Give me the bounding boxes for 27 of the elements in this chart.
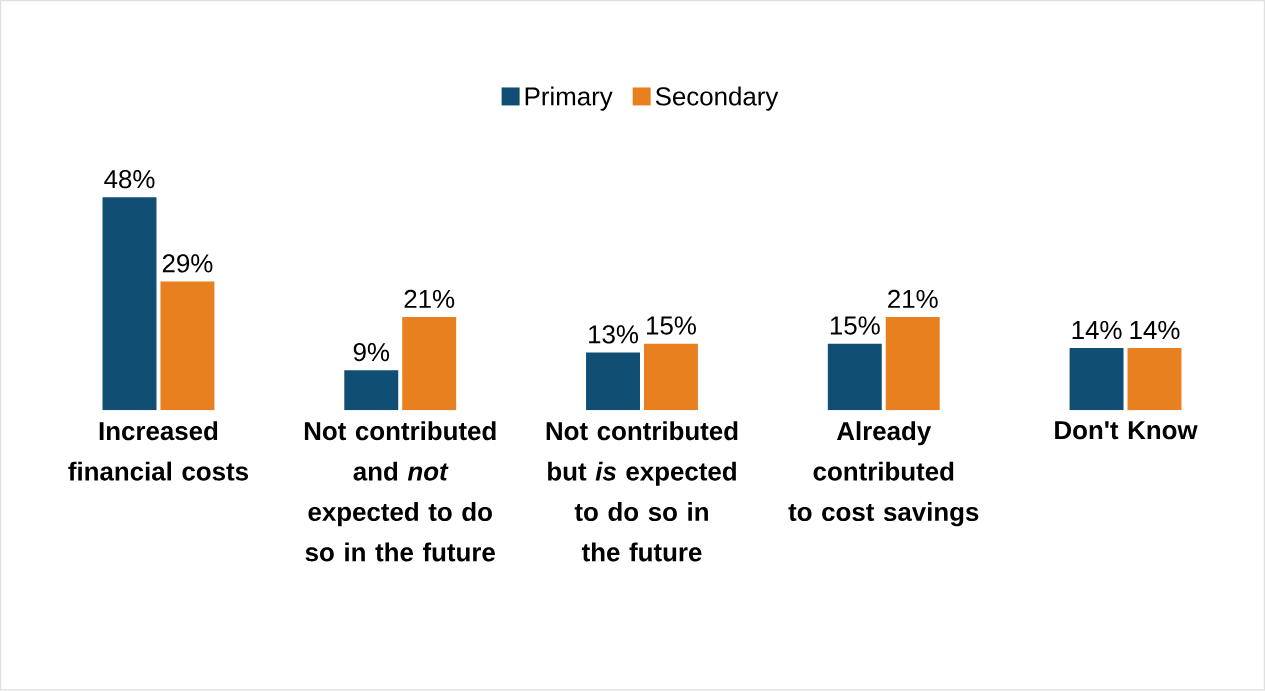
data-label: 15% [830,316,880,335]
x-tick-label: Already contributed to cost savings [788,421,979,527]
bar [102,197,157,411]
x-tick-label: Not contributed and not expected to do so in the future [304,421,496,562]
data-label: 15% [647,316,696,335]
x-tick-label: Increased financial costs [68,421,248,481]
bar [160,281,215,411]
legend-label: Secondary [655,86,779,111]
data-label: 14% [1072,321,1122,340]
data-label: 14% [1130,321,1180,340]
legend-label: Primary [525,86,613,111]
bar [643,343,698,411]
bar [586,352,640,411]
bar [1069,348,1124,411]
x-tick-label: Don't Know [1055,421,1198,440]
data-label: 21% [404,290,455,309]
data-label: 48% [104,170,155,189]
bar [402,317,457,411]
data-label: 29% [162,254,213,273]
data-label: 13% [589,325,639,344]
bar [885,317,940,411]
bar [344,370,399,411]
bar [827,343,882,411]
x-tick-label: Not contributed but is expected to do so in the future [546,421,738,562]
bar [1127,348,1182,411]
data-label: 21% [888,290,938,309]
data-label: 9% [353,343,390,362]
